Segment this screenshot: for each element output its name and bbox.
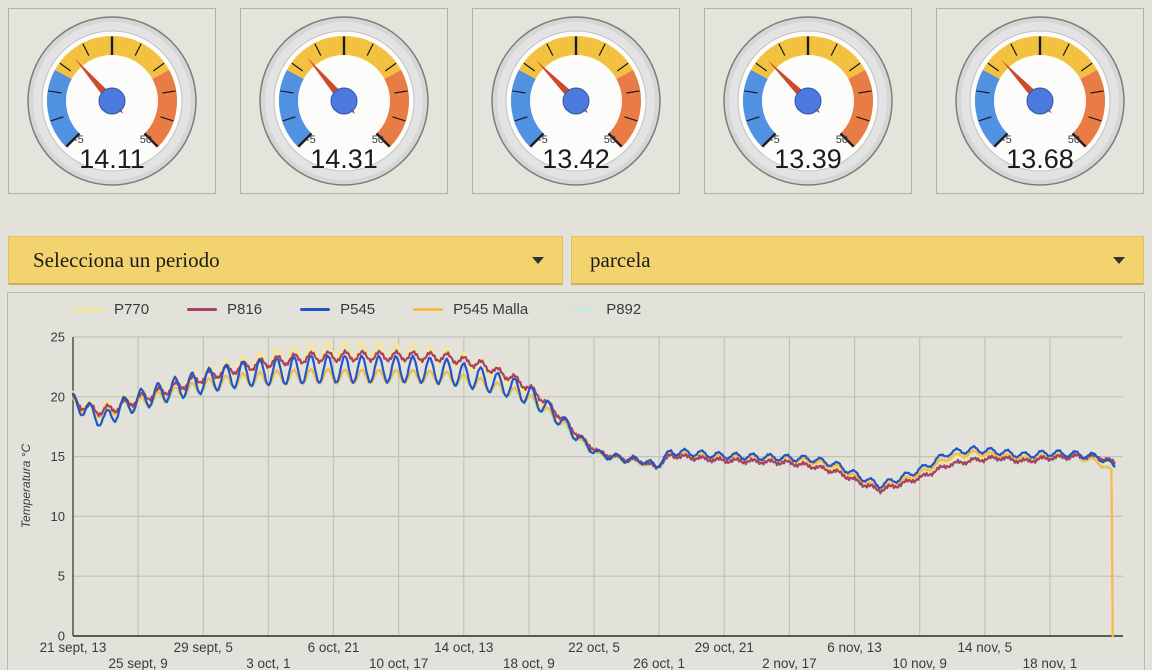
y-tick-label: 15: [51, 449, 65, 464]
gauge-panel: -55014.11: [8, 8, 216, 194]
gauge-dial: -55013.39: [705, 9, 911, 193]
y-tick-label: 5: [58, 569, 65, 584]
y-axis-title: Temperatura °C: [19, 443, 33, 528]
gauge-value: 14.11: [79, 144, 145, 174]
period-dropdown[interactable]: Selecciona un periodo: [8, 236, 563, 285]
parcel-dropdown-label: parcela: [590, 248, 1103, 273]
gauge-value: 13.39: [774, 144, 842, 174]
y-tick-label: 10: [51, 509, 65, 524]
series-line-P545-Malla: [73, 369, 1113, 636]
gauge-value: 13.42: [542, 144, 610, 174]
gauge-dial: -55014.11: [9, 9, 215, 193]
x-tick-label: 18 oct, 9: [503, 656, 555, 670]
x-tick-label: 14 oct, 13: [434, 640, 493, 655]
temperature-chart-svg: 051015202521 sept, 1325 sept, 929 sept, …: [8, 293, 1144, 670]
x-tick-label: 6 nov, 13: [827, 640, 882, 655]
x-tick-label: 29 oct, 21: [695, 640, 754, 655]
x-tick-label: 29 sept, 5: [174, 640, 233, 655]
gauge-value: 14.31: [310, 144, 378, 174]
gauge-panel: -55013.42: [472, 8, 680, 194]
gauge-panel: -55013.68: [936, 8, 1144, 194]
chart-panel: P770P816P545P545 MallaP892 051015202521 …: [7, 292, 1145, 670]
x-tick-label: 14 nov, 5: [958, 640, 1013, 655]
x-tick-label: 22 oct, 5: [568, 640, 620, 655]
y-tick-label: 20: [51, 389, 65, 404]
parcel-dropdown[interactable]: parcela: [571, 236, 1144, 285]
x-tick-label: 2 nov, 17: [762, 656, 817, 670]
x-tick-label: 10 nov, 9: [892, 656, 947, 670]
gauge-dial: -55013.42: [473, 9, 679, 193]
chevron-down-icon: [532, 257, 544, 264]
gauge-dial: -55014.31: [241, 9, 447, 193]
gauge-panel: -55014.31: [240, 8, 448, 194]
x-tick-label: 25 sept, 9: [108, 656, 167, 670]
chevron-down-icon: [1113, 257, 1125, 264]
gauge-panel: -55013.39: [704, 8, 912, 194]
x-tick-label: 6 oct, 21: [308, 640, 360, 655]
x-tick-label: 3 oct, 1: [246, 656, 290, 670]
period-dropdown-label: Selecciona un periodo: [33, 248, 522, 273]
x-tick-label: 18 nov, 1: [1023, 656, 1078, 670]
gauges-row: -55014.11-55014.31-55013.42-55013.39-550…: [8, 8, 1144, 194]
x-tick-label: 10 oct, 17: [369, 656, 428, 670]
gauge-dial: -55013.68: [937, 9, 1143, 193]
x-tick-label: 26 oct, 1: [633, 656, 685, 670]
filter-bar: Selecciona un periodo parcela: [8, 236, 1144, 285]
gauge-value: 13.68: [1006, 144, 1074, 174]
y-tick-label: 25: [51, 330, 65, 345]
x-tick-label: 21 sept, 13: [40, 640, 107, 655]
